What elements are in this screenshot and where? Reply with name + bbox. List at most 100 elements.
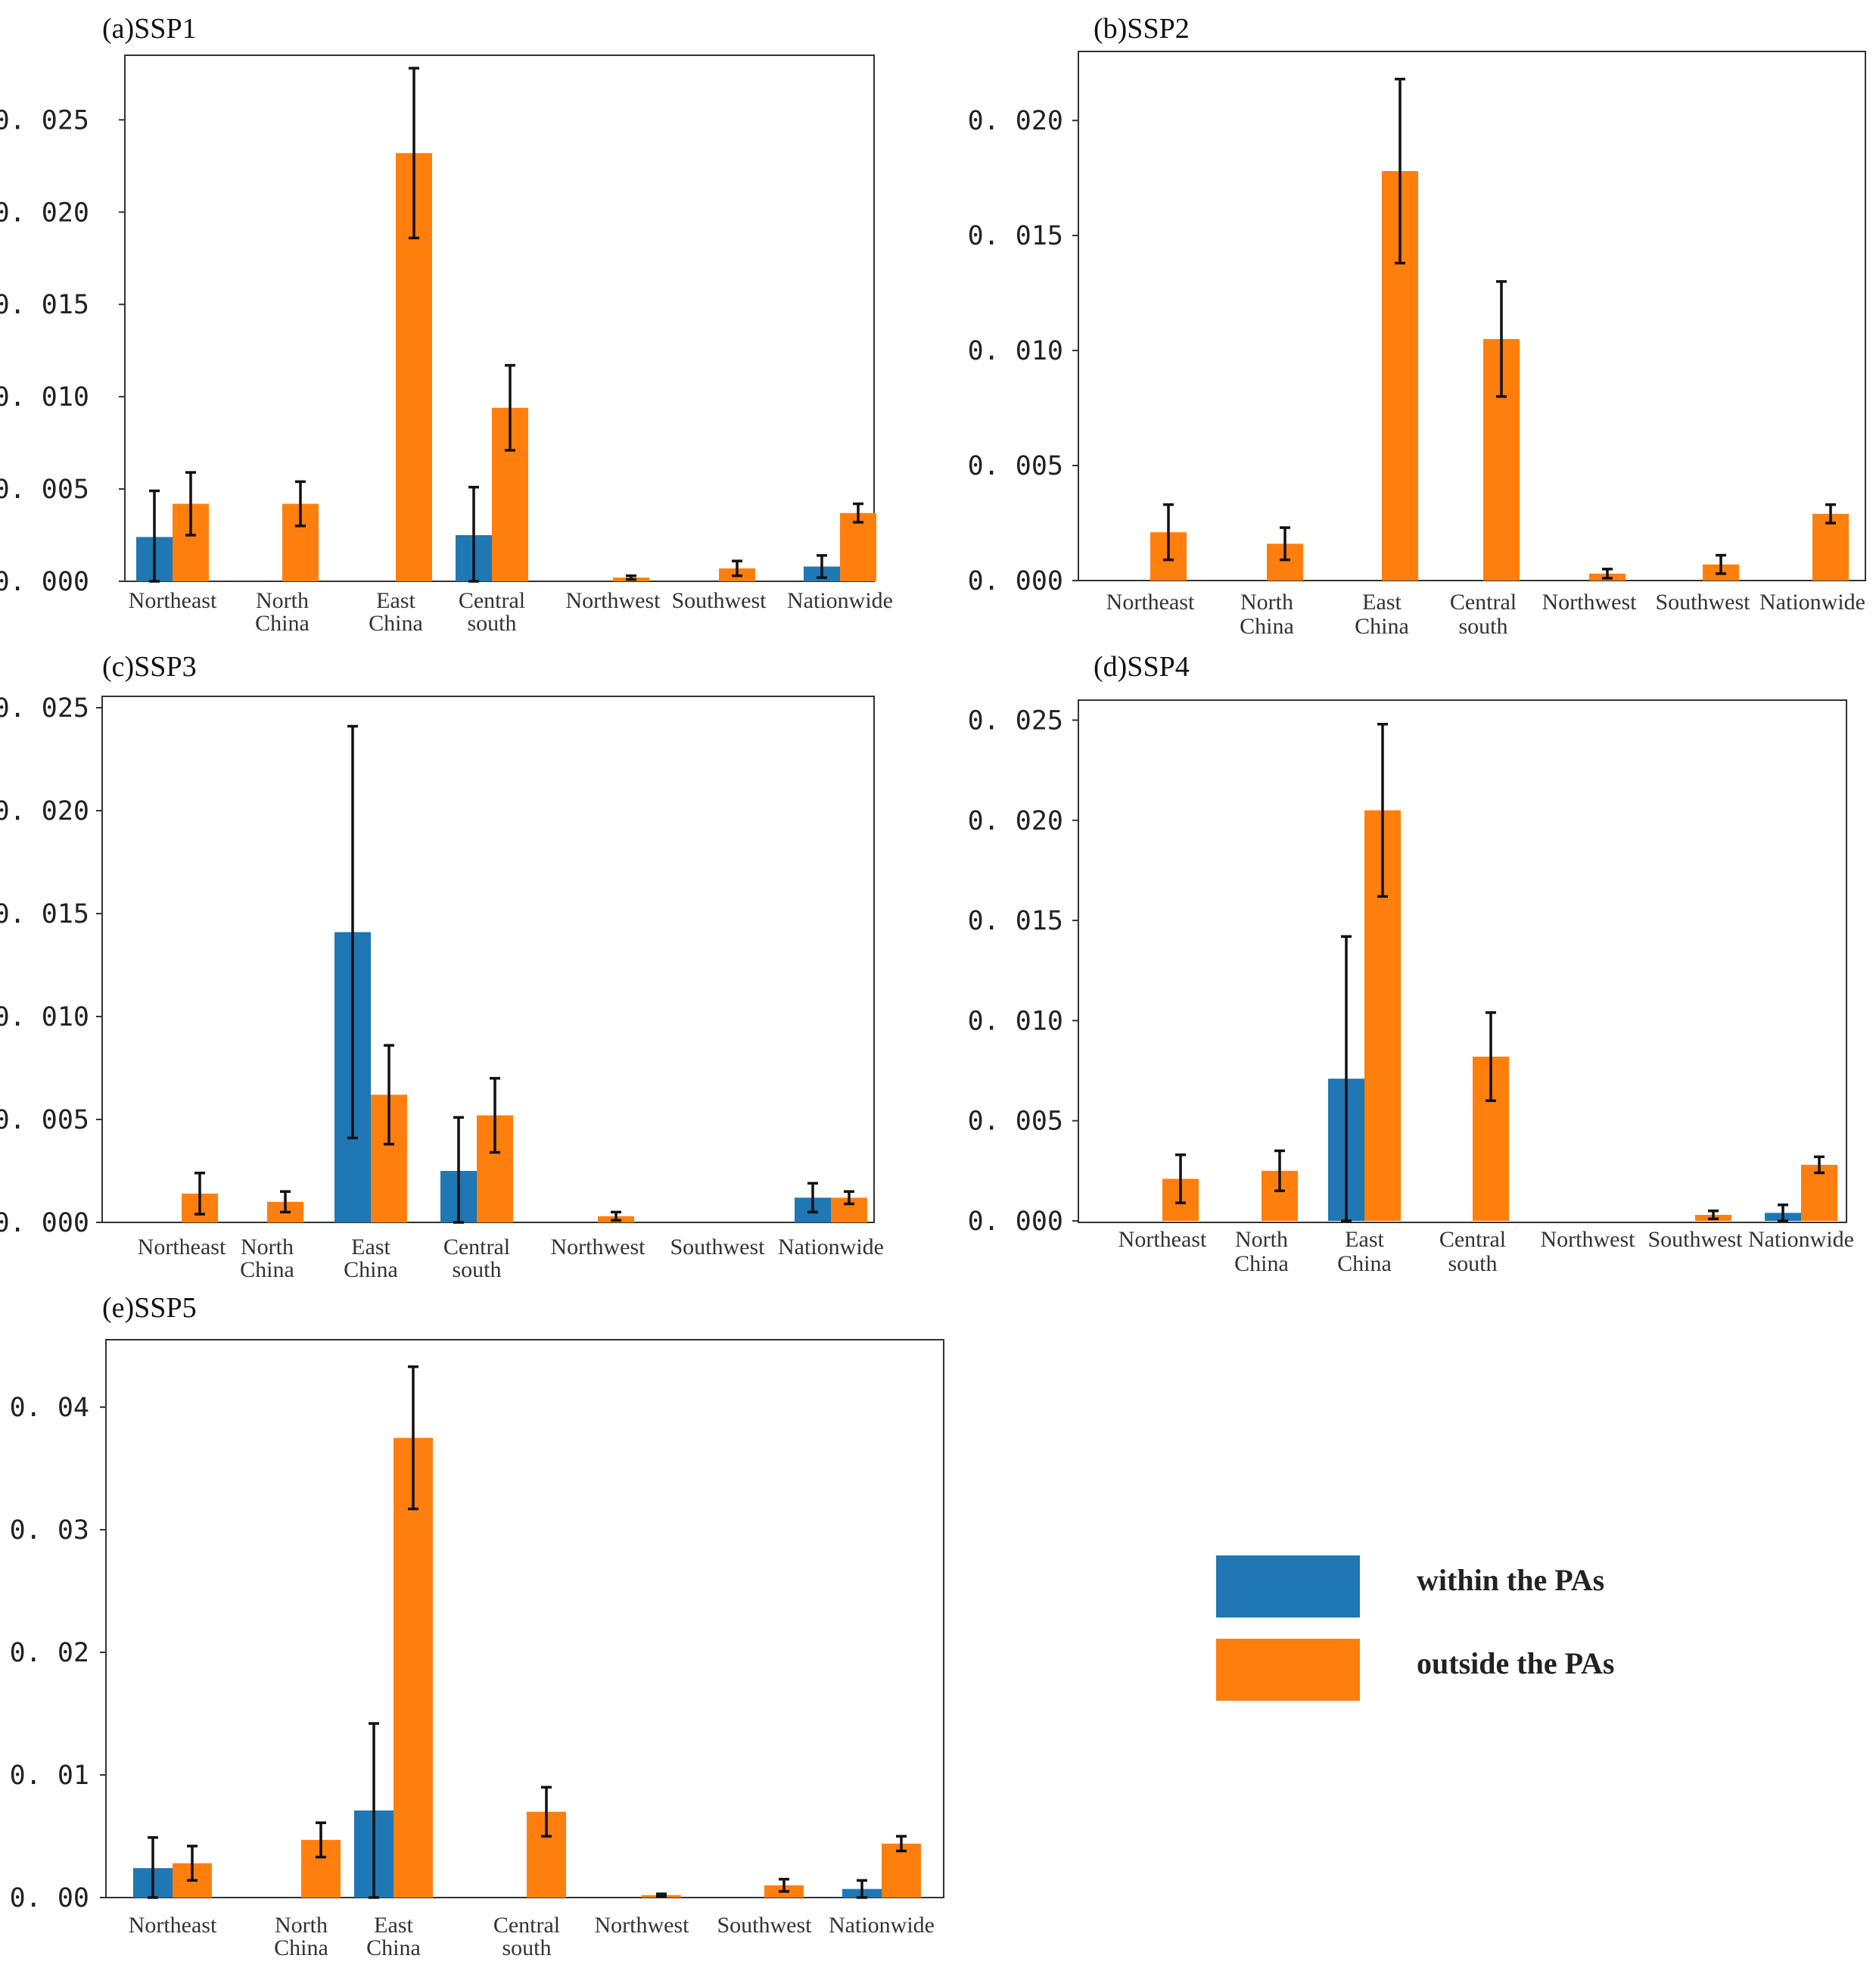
y-tick-label: 0. 000 <box>0 1208 89 1238</box>
y-tick-label: 0. 015 <box>968 221 1063 251</box>
panel-title: (d)SSP4 <box>1094 651 1190 683</box>
error-bar <box>1716 553 1726 575</box>
bar-outside-6 <box>1801 1164 1837 1221</box>
x-category-label: Southwest <box>717 1913 812 1938</box>
error-bar <box>1175 1153 1186 1204</box>
y-tick-label: 0. 015 <box>0 899 89 929</box>
x-category-label: Northeast <box>1106 590 1195 615</box>
x-category-label: East China <box>344 1235 398 1282</box>
y-tick-label: 0. 000 <box>968 566 1063 596</box>
x-category-label: East China <box>1337 1227 1392 1276</box>
x-category-label: Northwest <box>595 1913 690 1938</box>
chart-panel-3: (c)SSP3 0. 000 0. 005 0. 010 0. 015 0. 020 0. … <box>0 651 884 1282</box>
error-bar <box>807 1182 818 1214</box>
x-category-label: Northwest <box>566 588 661 613</box>
x-category-label: North China <box>1234 1227 1289 1276</box>
error-bar <box>347 724 358 1140</box>
error-bar <box>384 1044 394 1146</box>
y-tick-label: 0. 005 <box>968 451 1063 481</box>
error-bar <box>1814 1155 1825 1175</box>
x-category-label: Northwest <box>1541 1227 1636 1252</box>
y-tick-label: 0. 005 <box>0 475 89 505</box>
panel-title: (c)SSP3 <box>102 651 197 683</box>
error-bar <box>1708 1210 1719 1221</box>
error-bar <box>1778 1203 1788 1222</box>
bar-outside-6 <box>1812 513 1849 581</box>
chart-panel-1: (a)SSP1 0. 000 0. 005 0. 010 0. 015 0. 020 0. … <box>0 13 893 636</box>
chart-panels: (a)SSP1 0. 000 0. 005 0. 010 0. 015 0. 020 0. … <box>0 13 1866 1960</box>
y-tick-label: 0. 010 <box>0 382 89 413</box>
error-bar <box>1486 1011 1496 1102</box>
error-bar <box>490 1076 500 1154</box>
bar-outside-2 <box>394 1437 433 1898</box>
error-bar <box>611 1210 621 1222</box>
y-tick-label: 0. 015 <box>0 290 89 320</box>
y-tick-label: 0. 005 <box>0 1105 89 1135</box>
error-bar <box>316 1821 326 1859</box>
error-bar <box>779 1877 789 1893</box>
legend-label-outside: outside the PAs <box>1417 1646 1614 1680</box>
x-category-label: North China <box>255 588 310 636</box>
error-bar <box>148 1835 158 1899</box>
error-bar <box>1280 526 1290 562</box>
error-bar <box>1602 568 1613 580</box>
y-tick-label: 0. 020 <box>968 806 1063 836</box>
bar-outside-6 <box>840 512 876 581</box>
y-tick-label: 0. 025 <box>0 693 89 724</box>
bar-outside-6 <box>882 1843 921 1898</box>
error-bar <box>1825 503 1836 525</box>
x-category-label: North China <box>274 1913 328 1960</box>
x-category-label: East China <box>369 588 423 636</box>
x-category-label: Southwest <box>1647 1227 1743 1252</box>
error-bar <box>541 1786 552 1838</box>
legend-label-within: within the PAs <box>1417 1563 1604 1597</box>
y-tick-label: 0. 04 <box>10 1393 89 1423</box>
y-tick-label: 0. 01 <box>10 1761 89 1791</box>
chart-panel-4: (d)SSP4 0. 000 0. 005 0. 010 0. 015 0. 020 0. … <box>968 651 1854 1276</box>
y-tick-label: 0. 020 <box>0 796 89 827</box>
panel-title: (a)SSP1 <box>102 13 197 45</box>
plot-frame <box>1078 51 1866 581</box>
y-tick-label: 0. 020 <box>0 198 89 228</box>
x-category-label: Central south <box>443 1235 510 1282</box>
x-category-label: Nationwide <box>787 588 893 613</box>
y-tick-label: 0. 03 <box>10 1515 89 1546</box>
y-tick-label: 0. 000 <box>968 1207 1063 1237</box>
error-bar <box>1341 935 1352 1222</box>
y-tick-label: 0. 025 <box>0 105 89 135</box>
x-category-label: East China <box>1355 590 1409 639</box>
x-category-label: Northwest <box>551 1235 646 1259</box>
x-category-label: North China <box>240 1235 294 1282</box>
y-tick-label: 0. 000 <box>0 567 89 597</box>
error-bar <box>1395 77 1405 265</box>
y-tick-label: 0. 02 <box>10 1638 89 1668</box>
error-bar <box>853 502 863 524</box>
error-bar <box>409 67 419 240</box>
error-bar <box>149 489 160 583</box>
error-bar <box>505 363 515 452</box>
x-category-label: Central south <box>1439 1227 1506 1276</box>
legend-swatch-outside-the-pas <box>1216 1639 1360 1701</box>
error-bar <box>1496 280 1507 398</box>
error-bar <box>732 559 742 578</box>
error-bar <box>295 480 306 528</box>
y-tick-label: 0. 005 <box>968 1107 1063 1137</box>
error-bar <box>408 1365 418 1511</box>
legend-swatch-within-the-pas <box>1216 1555 1360 1617</box>
y-tick-label: 0. 015 <box>968 906 1063 936</box>
x-category-label: Nationwide <box>1748 1227 1854 1252</box>
plot-frame <box>105 1339 944 1898</box>
error-bar <box>626 574 636 581</box>
error-bar <box>468 485 479 583</box>
legend: within the PAs outside the PAs <box>1216 1555 1614 1701</box>
x-category-label: Central south <box>493 1913 560 1960</box>
error-bar <box>1274 1149 1285 1193</box>
x-category-label: Nationwide <box>1759 590 1865 615</box>
error-bar <box>817 554 827 579</box>
error-bar <box>896 1835 907 1853</box>
plot-frame <box>1078 699 1847 1223</box>
y-tick-label: 0. 010 <box>968 336 1063 366</box>
x-category-label: Southwest <box>671 588 767 613</box>
panel-title: (b)SSP2 <box>1094 13 1190 45</box>
